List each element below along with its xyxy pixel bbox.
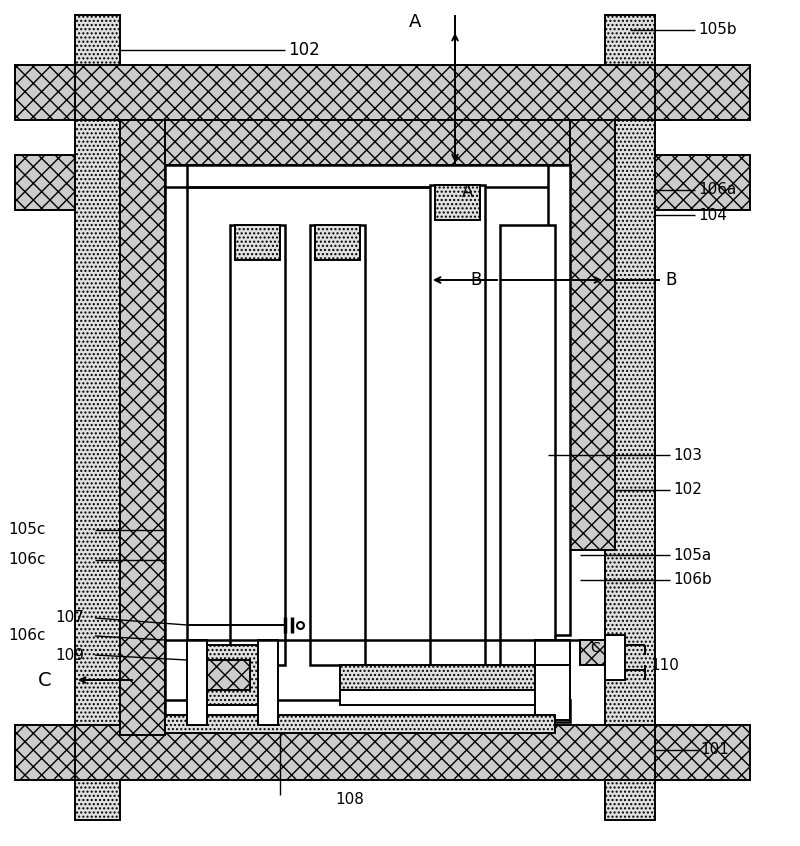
Bar [315, 225, 360, 260]
Text: 105c: 105c [8, 523, 46, 537]
Bar [605, 635, 625, 680]
Text: 104: 104 [698, 207, 727, 222]
Bar [75, 65, 670, 120]
Bar [340, 690, 535, 705]
Bar [75, 15, 120, 820]
Bar [535, 640, 570, 665]
Bar [535, 665, 570, 720]
Text: 105b: 105b [698, 23, 737, 37]
Bar [235, 225, 280, 260]
Bar [580, 640, 605, 665]
Text: B: B [665, 271, 676, 289]
Text: 102: 102 [673, 482, 702, 497]
Bar [165, 700, 570, 722]
Text: A: A [409, 13, 421, 31]
Bar [655, 725, 750, 780]
Text: 106b: 106b [673, 573, 712, 587]
Text: 109: 109 [55, 647, 84, 662]
Text: 103: 103 [673, 448, 702, 463]
Bar [75, 725, 670, 780]
Bar [655, 155, 750, 210]
Bar [15, 725, 75, 780]
Bar [310, 225, 365, 665]
Bar [340, 665, 535, 690]
Bar [165, 715, 555, 733]
Text: 110: 110 [650, 657, 679, 673]
Text: 106c: 106c [8, 552, 46, 568]
Bar [548, 165, 570, 635]
Bar [15, 155, 75, 210]
Bar [187, 640, 207, 725]
Text: B: B [470, 271, 482, 289]
Text: 101: 101 [700, 743, 729, 757]
Text: 108: 108 [335, 793, 365, 807]
Bar [570, 120, 615, 550]
Text: 106a: 106a [698, 183, 736, 197]
Bar [655, 65, 750, 120]
Text: C: C [38, 671, 52, 689]
Bar [200, 660, 250, 690]
Text: 107: 107 [55, 611, 84, 625]
Bar [165, 165, 570, 187]
Bar [120, 120, 570, 165]
Text: C: C [590, 641, 600, 655]
Bar [120, 120, 165, 735]
Bar [500, 225, 555, 665]
Bar [165, 165, 187, 730]
Bar [15, 65, 75, 120]
Text: 105a: 105a [673, 547, 711, 563]
Bar [230, 225, 285, 665]
Bar [258, 640, 278, 725]
Bar [435, 185, 480, 220]
Text: 106c: 106c [8, 629, 46, 644]
Text: 102: 102 [288, 41, 320, 59]
Bar [187, 645, 267, 705]
Bar [605, 15, 655, 820]
Bar [430, 185, 485, 665]
Text: A: A [462, 183, 474, 201]
